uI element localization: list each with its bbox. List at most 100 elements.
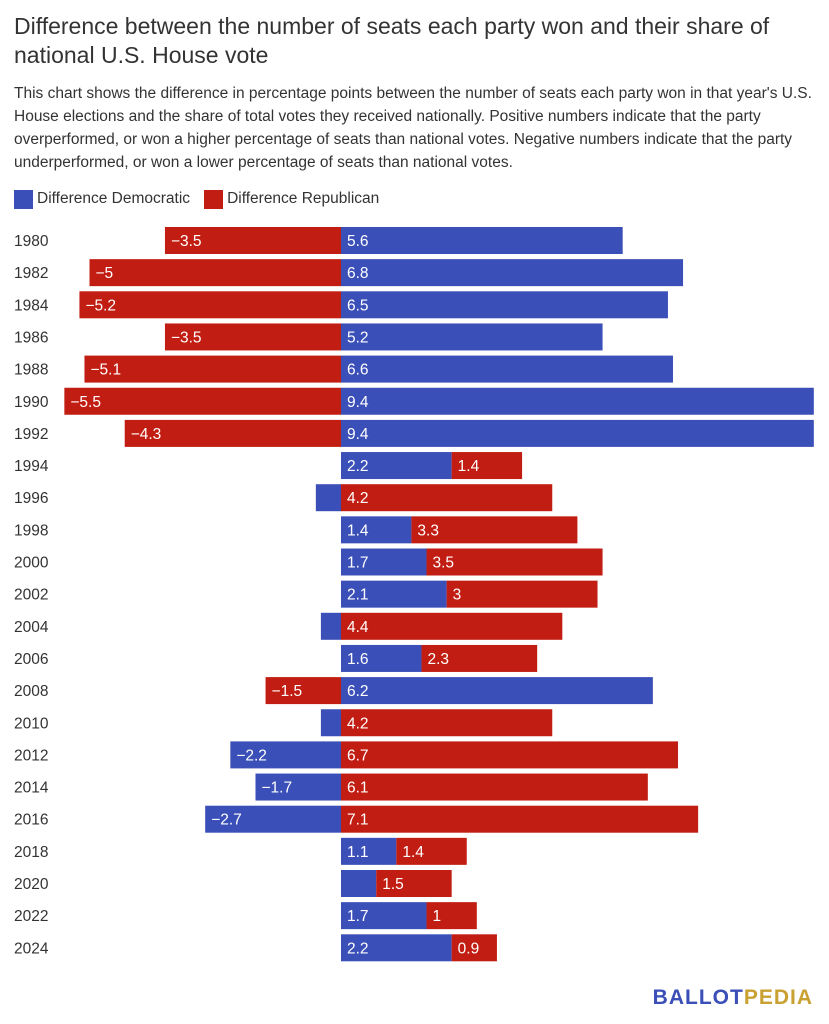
data-label-republican: −3.5: [171, 233, 202, 250]
data-label-republican: 4.2: [347, 490, 369, 507]
bar-democratic: [230, 741, 341, 769]
y-tick-label: 2010: [14, 715, 49, 732]
y-tick-label: 1988: [14, 362, 48, 379]
y-tick-label: 1982: [14, 265, 48, 282]
chart-title: Difference between the number of seats e…: [14, 13, 770, 68]
bar-democratic: [341, 548, 427, 576]
bar-democratic: [341, 323, 603, 351]
y-tick-label: 1992: [14, 426, 48, 443]
logo-text-ballot: BALLOT: [652, 986, 744, 1009]
bar-republican: [89, 259, 341, 287]
y-tick-label: 2008: [14, 683, 48, 700]
bar-democratic: [341, 291, 668, 319]
bar-republican: [164, 227, 341, 254]
data-label-republican: 4.4: [347, 619, 369, 636]
legend-item-republican[interactable]: Difference Republican: [204, 189, 380, 209]
bar-republican: [341, 805, 699, 833]
bar-democratic: [320, 709, 341, 737]
data-label-democratic: 6.8: [347, 265, 369, 282]
data-label-democratic: 5.2: [347, 329, 369, 346]
data-label-democratic: 6.5: [347, 297, 369, 314]
bar-republican: [341, 612, 563, 640]
data-label-republican: 3.5: [433, 555, 455, 572]
data-label-republican: −4.3: [131, 426, 162, 443]
bar-democratic: [255, 773, 341, 801]
bar-republican: [124, 419, 342, 447]
data-label-democratic: 2.2: [347, 458, 369, 475]
data-label-republican: 1.4: [402, 844, 424, 861]
y-tick-label: 1980: [14, 233, 49, 250]
data-label-democratic: 9.4: [347, 426, 369, 443]
data-label-republican: 3: [453, 587, 462, 604]
bar-democratic: [341, 902, 427, 930]
legend-label-democratic: Difference Democratic: [37, 190, 191, 207]
y-tick-label: 1984: [14, 297, 49, 314]
legend-item-democratic[interactable]: Difference Democratic: [14, 189, 191, 209]
y-tick-label: 2022: [14, 908, 48, 925]
y-tick-label: 2000: [14, 555, 49, 572]
y-tick-label: 2014: [14, 780, 49, 797]
legend-label-republican: Difference Republican: [227, 190, 380, 207]
legend-swatch-democratic: [14, 189, 33, 209]
data-label-republican: 4.2: [347, 715, 369, 732]
data-label-democratic: −2.7: [211, 812, 242, 829]
data-label-republican: −1.5: [272, 683, 303, 700]
data-label-republican: −5.1: [90, 362, 121, 379]
bar-democratic: [341, 227, 623, 254]
bar-democratic: [341, 837, 397, 865]
data-label-republican: 6.7: [347, 747, 369, 764]
data-label-republican: 1.5: [382, 876, 404, 893]
ballotpedia-logo[interactable]: BALLOTPEDIA: [653, 986, 813, 1010]
data-label-democratic: 1.6: [347, 651, 369, 668]
bar-democratic: [341, 677, 653, 705]
bar-republican: [164, 323, 341, 351]
data-label-republican: 0.9: [458, 940, 480, 957]
data-label-republican: 7.1: [347, 812, 369, 829]
bar-republican: [421, 644, 538, 672]
y-tick-label: 1986: [14, 329, 48, 346]
y-tick-label: 2012: [14, 747, 48, 764]
data-label-democratic: 9.4: [347, 394, 369, 411]
data-label-republican: −5.2: [85, 297, 116, 314]
data-label-republican: 2.3: [427, 651, 449, 668]
bar-republican: [341, 484, 553, 512]
y-tick-label: 2018: [14, 844, 48, 861]
bar-democratic: [341, 452, 452, 480]
data-label-democratic: 1.4: [347, 522, 369, 539]
data-label-democratic: −1.7: [261, 780, 292, 797]
bar-democratic: [341, 387, 814, 415]
bar-republican: [426, 902, 477, 930]
y-tick-label: 2004: [14, 619, 49, 636]
data-label-democratic: 2.1: [347, 587, 369, 604]
bar-democratic: [341, 644, 422, 672]
data-label-democratic: 6.6: [347, 362, 369, 379]
chart-description: This chart shows the difference in perce…: [14, 85, 812, 171]
legend: Difference Democratic Difference Republi…: [14, 189, 393, 209]
bar-republican: [451, 934, 497, 962]
bar-republican: [341, 709, 553, 737]
y-tick-label: 2016: [14, 812, 48, 829]
data-label-republican: −5: [96, 265, 114, 282]
bar-democratic: [341, 259, 684, 287]
logo-text-pedia: PEDIA: [743, 986, 813, 1009]
data-label-republican: 6.1: [347, 780, 369, 797]
bar-republican: [79, 291, 341, 319]
bar-republican: [376, 870, 452, 897]
bar-democratic: [320, 612, 341, 640]
bar-democratic: [341, 355, 673, 383]
data-label-democratic: 1.1: [347, 844, 369, 861]
data-label-republican: 3.3: [417, 522, 439, 539]
y-tick-label: 1998: [14, 522, 48, 539]
legend-swatch-republican: [204, 189, 224, 209]
data-label-democratic: 1.7: [347, 908, 369, 925]
y-tick-label: 2024: [14, 940, 49, 957]
y-tick-label: 2002: [14, 587, 48, 604]
bar-democratic: [315, 484, 341, 512]
bar-republican: [411, 516, 578, 544]
data-label-republican: 1.4: [458, 458, 480, 475]
bar-democratic: [341, 516, 412, 544]
data-label-republican: −5.5: [70, 394, 101, 411]
bar-republican: [341, 773, 648, 801]
bar-republican: [426, 548, 603, 576]
